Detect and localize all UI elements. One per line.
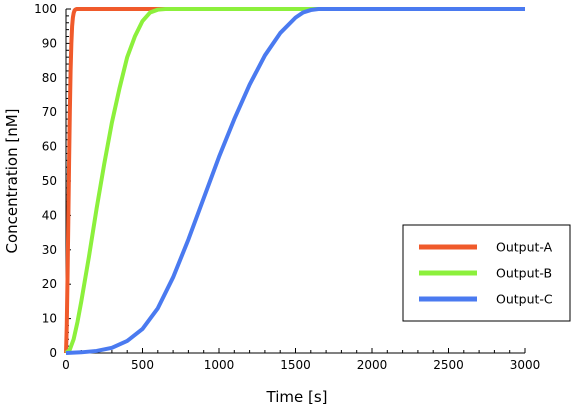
y-tick-label: 20 (42, 277, 57, 291)
x-tick-label: 500 (131, 358, 154, 372)
x-ticks: 0 500 1000 1500 2000 2500 3000 (62, 348, 540, 372)
y-tick-label: 60 (42, 140, 57, 154)
series-lines (64, 7, 525, 355)
y-tick-label: 0 (49, 346, 57, 360)
series-line-output-b (64, 7, 525, 355)
legend-label: Output-C (496, 292, 553, 307)
plot-area: 0 500 1000 1500 2000 2500 3000 0 10 20 30 40 50 60 70… (34, 2, 540, 372)
y-tick-label: 100 (34, 2, 57, 16)
y-tick-label: 10 (42, 312, 57, 326)
legend-label: Output-B (496, 266, 552, 281)
series-line-output-c (65, 7, 525, 355)
x-tick-label: 1500 (280, 358, 311, 372)
y-tick-label: 40 (42, 208, 57, 222)
y-tick-label: 50 (42, 174, 57, 188)
y-axis-title: Concentration [nM] (3, 108, 21, 253)
y-tick-label: 80 (42, 71, 57, 85)
y-ticks: 0 10 20 30 40 50 60 70 80 90 100 (34, 2, 71, 360)
x-tick-label: 0 (62, 358, 70, 372)
x-axis-title: Time [s] (266, 388, 328, 406)
x-tick-label: 2500 (433, 358, 464, 372)
series-line-output-a (64, 7, 525, 354)
legend: Output-A Output-B Output-C (402, 224, 571, 322)
legend-label: Output-A (496, 240, 553, 255)
x-tick-label: 1000 (204, 358, 235, 372)
x-tick-label: 2000 (357, 358, 388, 372)
y-tick-label: 30 (42, 243, 57, 257)
y-tick-label: 90 (42, 36, 57, 50)
x-tick-label: 3000 (510, 358, 541, 372)
legend-items: Output-A Output-B Output-C (419, 240, 553, 307)
y-tick-label: 70 (42, 105, 57, 119)
